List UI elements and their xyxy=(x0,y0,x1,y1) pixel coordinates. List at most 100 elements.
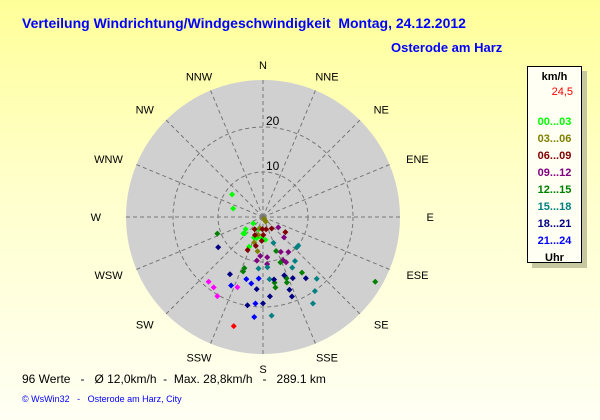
data-point xyxy=(273,248,280,255)
direction-label-nne: NNE xyxy=(315,72,338,84)
data-point xyxy=(277,259,284,266)
chart-title: Verteilung Windrichtung/Windgeschwindigk… xyxy=(22,15,466,31)
data-point xyxy=(266,276,273,283)
data-point xyxy=(244,302,251,309)
data-point xyxy=(248,280,255,287)
legend-item: 00...03 xyxy=(537,116,572,128)
data-point xyxy=(250,220,257,227)
direction-label-e: E xyxy=(427,212,434,224)
data-point xyxy=(244,247,251,254)
data-point xyxy=(251,313,258,320)
radial-tick-label: 20 xyxy=(266,114,280,128)
data-point xyxy=(281,234,288,241)
data-point xyxy=(268,312,275,319)
legend-max-value: 24,5 xyxy=(551,86,573,98)
direction-label-sse: SSE xyxy=(316,352,338,364)
data-point xyxy=(298,269,305,276)
direction-label-s: S xyxy=(259,364,266,376)
legend-item: 21...24 xyxy=(537,235,572,247)
data-point xyxy=(258,237,265,244)
data-point xyxy=(311,288,318,295)
data-point xyxy=(286,286,293,293)
legend-item: 09...12 xyxy=(537,167,572,179)
legend-unit: km/h xyxy=(541,71,568,83)
legend-footer: Uhr xyxy=(545,252,564,263)
spoke-wsw xyxy=(136,216,264,270)
data-point xyxy=(255,265,262,272)
data-point xyxy=(282,229,289,236)
location-label: Osterode am Harz xyxy=(391,40,503,55)
direction-label-se: SE xyxy=(374,319,389,331)
data-point xyxy=(234,284,241,291)
direction-label-sw: SW xyxy=(136,319,154,331)
legend-item: 03...06 xyxy=(537,133,572,145)
data-point xyxy=(289,264,296,271)
direction-label-nw: NW xyxy=(136,105,155,117)
spoke-ese xyxy=(262,216,390,270)
data-point xyxy=(264,264,271,271)
data-point xyxy=(285,248,292,255)
direction-label-ssw: SSW xyxy=(186,352,212,364)
data-point xyxy=(230,323,237,330)
data-point xyxy=(205,278,212,285)
data-point xyxy=(230,205,237,212)
data-point xyxy=(251,226,258,233)
data-point xyxy=(251,232,258,239)
data-point xyxy=(252,242,259,249)
data-point xyxy=(255,231,262,238)
data-point xyxy=(302,275,309,282)
direction-label-w: W xyxy=(91,212,102,224)
data-point xyxy=(288,293,295,300)
data-point xyxy=(260,231,267,238)
data-point xyxy=(281,272,288,279)
spoke-sse xyxy=(262,216,316,344)
direction-label-wnw: WNW xyxy=(94,154,123,166)
data-point xyxy=(259,226,266,233)
data-point xyxy=(272,284,279,291)
data-point xyxy=(214,230,221,237)
data-point xyxy=(252,300,259,307)
data-point xyxy=(264,254,271,261)
data-point xyxy=(266,293,273,300)
direction-label-nnw: NNW xyxy=(186,72,213,84)
data-point xyxy=(229,191,236,198)
data-point xyxy=(268,225,275,232)
data-point xyxy=(277,248,284,255)
data-point xyxy=(253,257,260,264)
legend-item: 12...15 xyxy=(537,184,572,196)
data-point xyxy=(210,284,217,291)
legend: km/h 24,5 00...03 03...06 06...09 09...12 12… xyxy=(527,66,582,263)
data-point xyxy=(293,244,300,251)
data-point xyxy=(292,258,299,265)
data-point xyxy=(255,275,262,282)
ring-20 xyxy=(172,126,354,308)
data-point xyxy=(313,275,320,282)
data-point xyxy=(226,271,233,278)
data-point xyxy=(257,253,264,260)
data-point xyxy=(263,226,270,233)
spoke-nw xyxy=(165,119,264,218)
data-point xyxy=(309,300,316,307)
data-point xyxy=(270,239,277,246)
data-point xyxy=(240,268,247,275)
data-point xyxy=(275,224,282,231)
data-point xyxy=(228,282,235,289)
data-point xyxy=(214,293,221,300)
legend-item: 18...21 xyxy=(537,218,572,230)
data-point xyxy=(260,300,266,307)
spoke-ne xyxy=(262,119,361,218)
legend-item: 15...18 xyxy=(537,201,572,213)
spoke-ene xyxy=(262,164,390,218)
spoke-se xyxy=(262,216,361,315)
direction-label-n: N xyxy=(259,60,267,72)
stats-summary: 96 Werte - Ø 12,0km/h - Max. 28,8km/h - … xyxy=(22,372,326,386)
data-point xyxy=(242,226,249,233)
data-point xyxy=(254,248,261,255)
data-point xyxy=(243,276,250,283)
data-point xyxy=(289,275,296,282)
data-point xyxy=(215,244,222,251)
data-point xyxy=(253,286,260,293)
data-point xyxy=(372,278,379,285)
data-point xyxy=(241,230,248,237)
